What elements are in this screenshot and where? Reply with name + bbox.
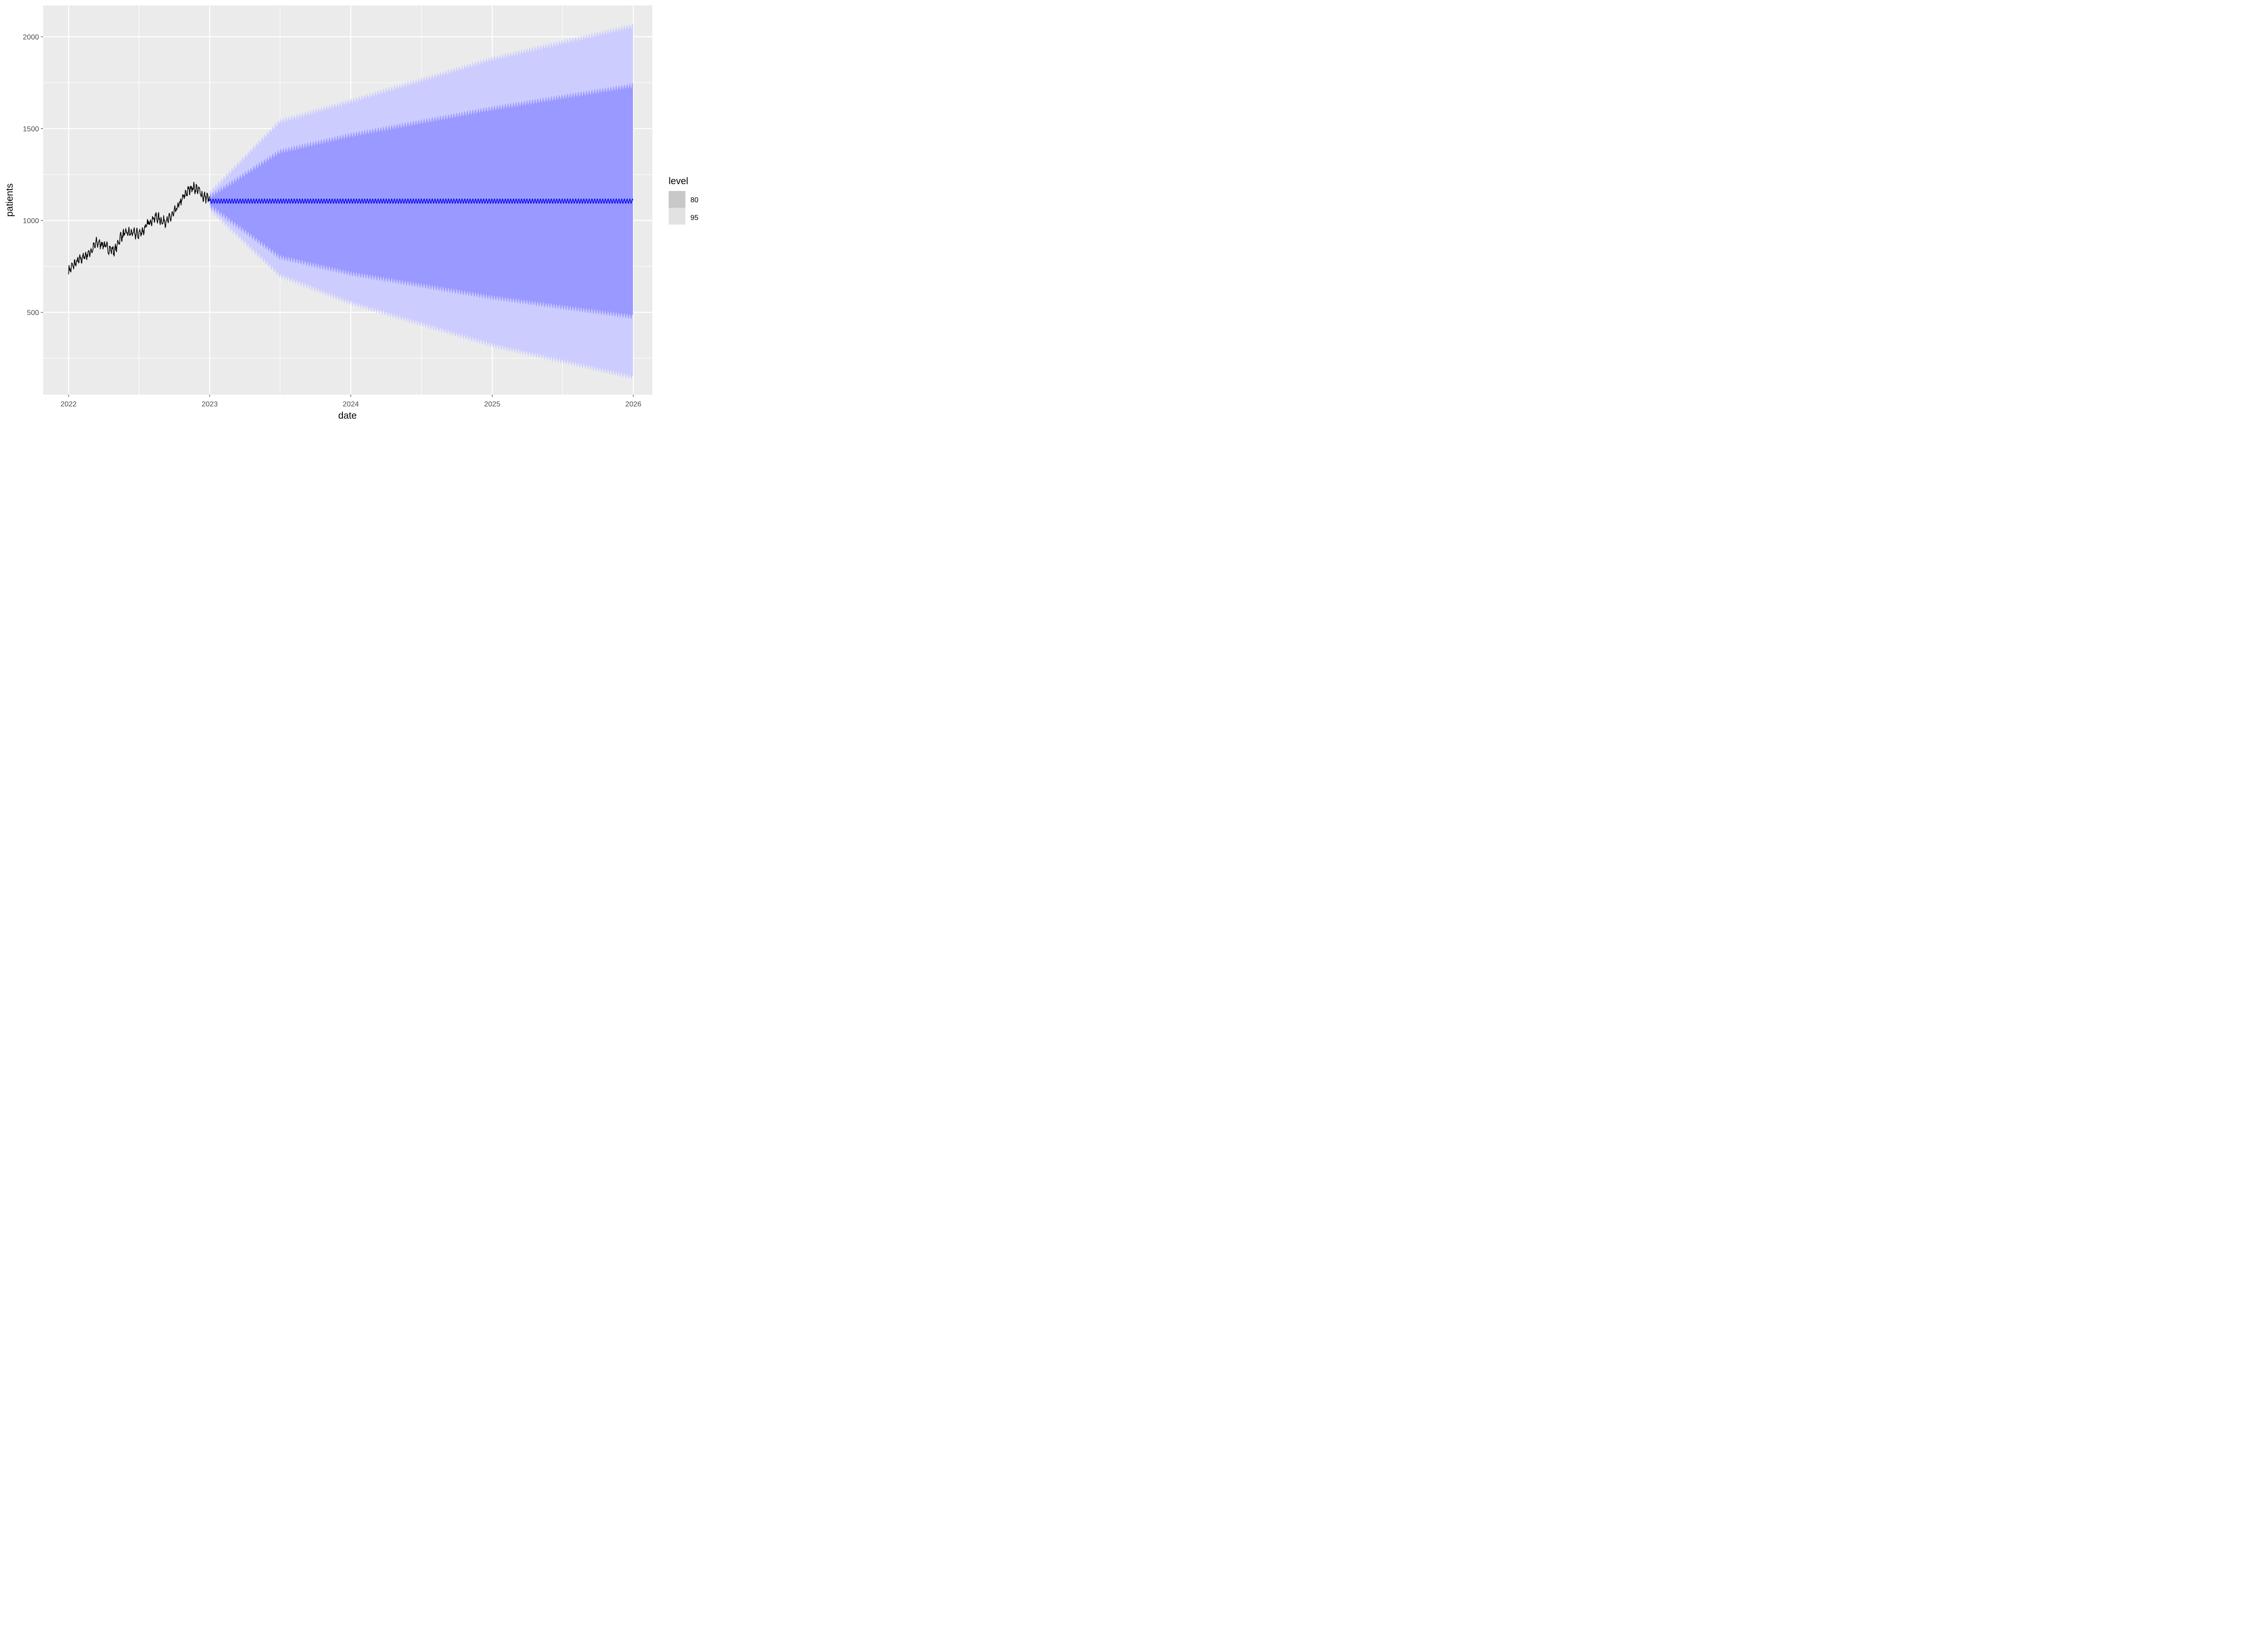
band-80 bbox=[210, 83, 633, 319]
legend-title: level bbox=[669, 176, 688, 186]
y-tick-label: 500 bbox=[27, 309, 39, 317]
x-axis-title: date bbox=[338, 411, 357, 421]
x-tick-label: 2024 bbox=[343, 401, 359, 408]
history-line bbox=[68, 181, 210, 274]
legend-key-95 bbox=[669, 208, 685, 225]
x-axis-ticks: 2022 2023 2024 2025 2026 bbox=[60, 395, 641, 408]
forecast-mean-line bbox=[209, 198, 634, 204]
series-lines bbox=[68, 181, 634, 274]
legend-label-95: 95 bbox=[690, 214, 699, 222]
y-tick-label: 1500 bbox=[23, 125, 39, 133]
x-tick-label: 2026 bbox=[625, 401, 641, 408]
legend: level 80 95 bbox=[669, 176, 699, 225]
x-tick-label: 2022 bbox=[60, 401, 77, 408]
legend-label-80: 80 bbox=[690, 196, 699, 204]
y-axis-ticks: 500 1000 1500 2000 bbox=[23, 34, 43, 317]
x-tick-label: 2023 bbox=[201, 401, 218, 408]
x-tick-label: 2025 bbox=[484, 401, 500, 408]
y-tick-label: 1000 bbox=[23, 217, 39, 225]
legend-key-80 bbox=[669, 191, 685, 208]
prediction-intervals bbox=[210, 23, 633, 380]
y-axis-title: patients bbox=[5, 183, 15, 217]
forecast-chart: 2022 2023 2024 2025 2026 500 1000 1500 2000 dat… bbox=[5, 5, 699, 421]
y-tick-label: 2000 bbox=[23, 34, 39, 41]
